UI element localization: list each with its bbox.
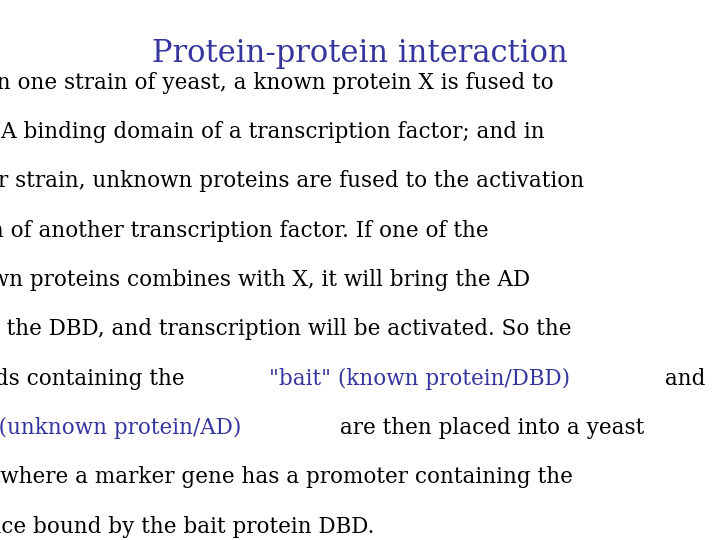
Text: and: and (657, 368, 705, 390)
Text: another strain, unknown proteins are fused to the activation: another strain, unknown proteins are fus… (0, 171, 584, 192)
Text: domain of another transcription factor. If one of the: domain of another transcription factor. … (0, 220, 488, 242)
Text: strain, where a marker gene has a promoter containing the: strain, where a marker gene has a promot… (0, 467, 572, 489)
Text: plasmids containing the: plasmids containing the (0, 368, 191, 390)
Text: Protein-protein interaction: Protein-protein interaction (152, 38, 568, 69)
Text: Thus, in one strain of yeast, a known protein X is fused to: Thus, in one strain of yeast, a known pr… (0, 72, 553, 93)
Text: sequence bound by the bait protein DBD.: sequence bound by the bait protein DBD. (0, 516, 374, 538)
Text: the DNA binding domain of a transcription factor; and in: the DNA binding domain of a transcriptio… (0, 121, 544, 143)
Text: "prey" (unknown protein/AD): "prey" (unknown protein/AD) (0, 417, 241, 439)
Text: "bait" (known protein/DBD): "bait" (known protein/DBD) (269, 368, 570, 390)
Text: over to the DBD, and transcription will be activated. So the: over to the DBD, and transcription will … (0, 319, 571, 340)
Text: unknown proteins combines with X, it will bring the AD: unknown proteins combines with X, it wil… (0, 269, 530, 291)
Text: are then placed into a yeast: are then placed into a yeast (333, 417, 644, 439)
